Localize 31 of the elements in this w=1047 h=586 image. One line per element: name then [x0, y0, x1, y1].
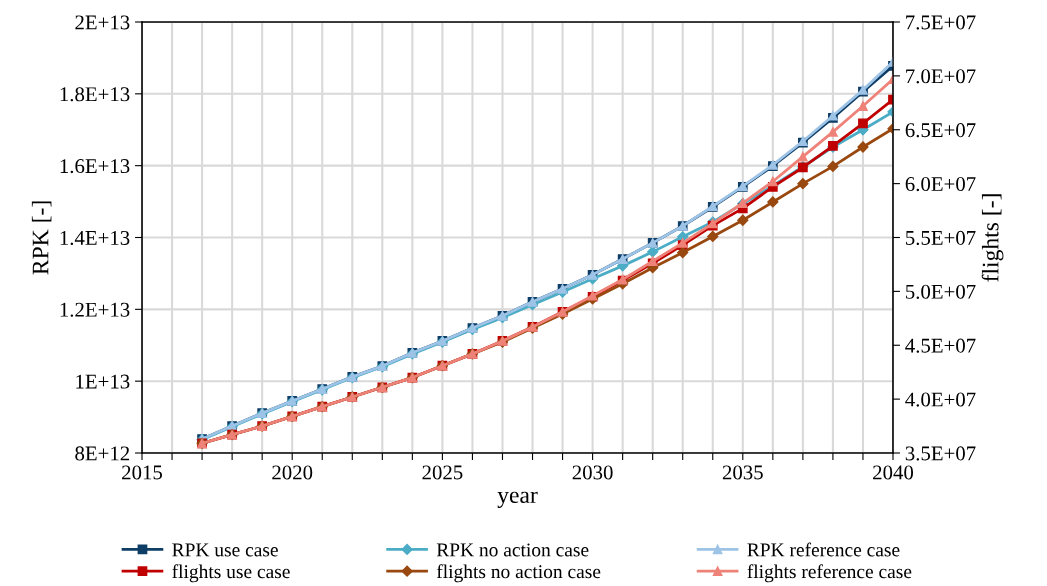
- x-tick-label: 2040: [873, 465, 914, 480]
- x-tick-label: 2035: [722, 465, 763, 480]
- y2-tick-label: 6.5E+07: [905, 123, 976, 138]
- y-tick-label: 2E+13: [75, 15, 130, 30]
- y2-tick-label: 6.0E+07: [905, 177, 976, 192]
- y-tick-label: 8E+12: [75, 446, 130, 461]
- x-tick-label: 2020: [272, 465, 313, 480]
- y-tick-label: 1.4E+13: [60, 230, 130, 246]
- y2-tick-label: 4.5E+07: [905, 338, 976, 353]
- y-tick-label: 1.6E+13: [60, 159, 130, 174]
- legend-label: flights use case: [172, 564, 290, 583]
- x-tick-label: 2030: [572, 465, 613, 480]
- y-tick-label: 1.2E+13: [60, 302, 130, 317]
- y2-tick-label: 5.0E+07: [906, 284, 976, 299]
- y-axis-title: RPK [-]: [31, 201, 52, 275]
- legend-label: flights reference case: [747, 564, 912, 583]
- y2-axis-title: flights [-]: [981, 194, 1004, 282]
- legend-label: RPK use case: [172, 543, 278, 557]
- legend-label: flights no action case: [436, 564, 601, 583]
- y2-tick-label: 7.5E+07: [906, 15, 976, 30]
- y-tick-label: 1.8E+13: [60, 87, 130, 102]
- legend-label: RPK no action case: [436, 543, 589, 557]
- x-tick-label: 2015: [122, 465, 163, 480]
- legend-label: RPK reference case: [747, 542, 900, 557]
- y2-tick-label: 3.5E+07: [905, 446, 976, 461]
- x-axis-title: year: [497, 491, 538, 508]
- y-tick-label: 1E+13: [76, 374, 130, 389]
- x-tick-label: 2025: [422, 465, 463, 480]
- y2-tick-label: 5.5E+07: [906, 230, 976, 246]
- y2-tick-label: 7.0E+07: [906, 69, 976, 84]
- y2-tick-label: 4.0E+07: [905, 392, 976, 407]
